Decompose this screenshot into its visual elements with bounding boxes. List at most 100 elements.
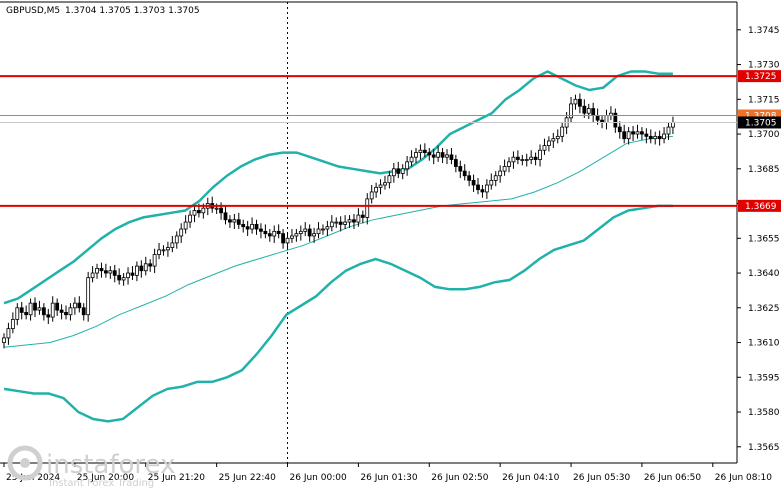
candle-body [458,166,463,172]
candle-body [635,131,640,135]
candle-body [484,184,489,193]
candle-body [267,233,272,237]
candle-body [453,159,458,167]
y-tick-label: 1.3580 [748,408,780,418]
candle-body [281,233,285,244]
candle-body [591,108,596,116]
candle-body [555,135,560,140]
candle-body [148,263,153,267]
candle-body [582,105,587,114]
candle-body [396,168,401,174]
candle-body [179,228,184,237]
y-tick-label: 1.3730 [748,61,780,71]
candle-body [374,186,379,193]
candle-body [343,221,348,225]
candle-body [245,226,250,230]
candle-body [68,307,73,316]
candle-body [103,270,108,274]
candle-body [117,274,122,281]
candle-body [130,272,135,276]
candle-body [445,154,449,158]
candle-body [303,228,308,232]
bollinger-lower-line [3,204,673,423]
candle-body [188,214,192,223]
candle-body [99,268,104,272]
candle-body [33,302,37,311]
candle-body [387,175,392,184]
candle-body [285,237,290,244]
candle-body [631,131,635,135]
current-price-bg [738,116,781,129]
x-tick-label: 25 Jun 20:00 [77,473,134,483]
candle-body [352,219,356,223]
candle-body [648,135,653,140]
x-tick-label: 25 Jun 22:40 [219,473,276,483]
candle-body [250,223,254,230]
candle-body [90,272,95,279]
candle-body [613,112,618,128]
candle-body [436,152,441,158]
candle-body [219,207,223,214]
candle-body [41,307,46,316]
x-tick-label: 26 Jun 00:00 [290,473,347,483]
candle-body [538,149,542,160]
candle-body [622,131,627,140]
candle-body [2,337,6,343]
candle-body [223,212,228,221]
candle-body [347,219,352,223]
candle-body [325,226,330,230]
y-tick-label: 1.3625 [748,304,780,314]
candle-body [10,318,15,330]
candle-body [507,161,511,167]
candle-body [46,314,51,318]
candle-body [511,156,516,163]
candle-body [272,230,277,237]
y-tick-label: 1.3565 [748,443,780,453]
y-tick-label: 1.3700 [748,130,780,140]
candle-body [671,122,675,128]
candle-body [95,268,99,274]
candle-body [112,270,117,276]
candle-body [498,170,503,177]
candle-body [546,140,551,147]
candle-body [307,228,312,237]
candle-body [72,302,77,309]
candle-body [241,223,246,228]
candle-body [276,230,281,235]
candle-body [533,156,538,160]
candle-body [86,277,91,316]
x-tick-label: 26 Jun 05:30 [573,473,630,483]
x-tick-label: 26 Jun 01:30 [360,473,417,483]
x-tick-label: 25 Jun 21:20 [148,473,205,483]
candle-body [666,126,671,135]
y-tick-label: 1.3640 [748,269,780,279]
candle-body [640,131,644,135]
y-tick-label: 1.3715 [748,95,780,105]
candle-body [157,249,161,255]
candle-body [467,175,472,181]
candle-body [174,235,179,244]
candle-body [170,242,175,248]
current-price-label: 1.3705 [745,118,777,128]
candle-body [493,175,498,181]
candle-body [524,159,529,161]
candle-body [409,156,414,163]
candle-body [418,149,423,153]
candle-body [573,98,578,105]
candle-body [360,214,365,218]
candle-body [365,198,370,218]
candle-body [489,179,494,186]
y-tick-label: 1.3685 [748,165,780,175]
candle-body [161,249,166,252]
candle-body [369,191,374,200]
candle-body [139,265,144,272]
candle-body [19,307,24,313]
candle-body [338,221,343,225]
y-tick-label: 1.3745 [748,26,780,36]
candle-body [232,219,237,223]
candle-body [626,131,631,140]
candle-body [298,230,303,235]
current-price-marker: 1.3705 [0,116,781,129]
